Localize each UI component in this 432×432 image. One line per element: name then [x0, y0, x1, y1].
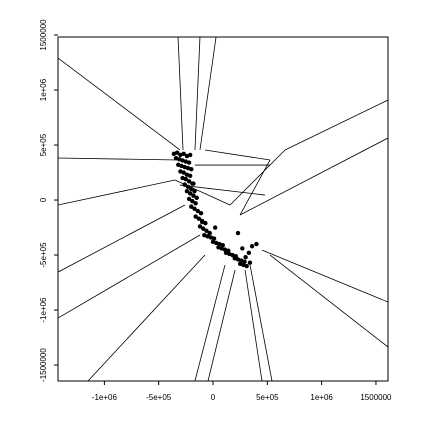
point [191, 181, 196, 186]
point [240, 246, 245, 251]
point [186, 196, 192, 202]
edge [229, 149, 286, 206]
edge [87, 254, 206, 381]
point [247, 260, 253, 265]
point [189, 204, 194, 209]
point [186, 160, 192, 165]
point [194, 195, 199, 201]
point [235, 230, 241, 236]
edge [58, 204, 186, 273]
edge [58, 157, 179, 161]
y-tick-label: -5e+05 [39, 242, 48, 268]
y-tick-label: 1500000 [39, 19, 48, 51]
edge [179, 184, 266, 196]
point [181, 170, 186, 175]
point [193, 214, 198, 219]
edge [194, 264, 226, 381]
point [196, 216, 202, 221]
edge [207, 269, 236, 381]
edge [239, 137, 388, 216]
x-tick-label: 5e+05 [256, 393, 279, 402]
x-tick-label: -1e+06 [92, 393, 118, 402]
y-tick-label: -1e+06 [39, 297, 48, 323]
edge [269, 254, 388, 348]
point [184, 189, 190, 194]
edge [244, 269, 263, 381]
x-tick-label: 1e+06 [310, 393, 333, 402]
edge [249, 264, 273, 381]
point [187, 173, 193, 179]
point [197, 224, 203, 229]
point [211, 236, 217, 241]
point [243, 255, 248, 260]
plot-area [58, 37, 388, 381]
y-tick-label: 1e+06 [39, 78, 48, 101]
point [189, 167, 194, 172]
point [186, 179, 192, 184]
point [198, 211, 204, 216]
point [212, 225, 218, 230]
point [249, 244, 255, 249]
edge [177, 37, 184, 150]
edge [194, 37, 201, 150]
x-tick-label: 1500000 [360, 393, 392, 402]
point [190, 198, 195, 204]
point [189, 186, 194, 192]
point [244, 263, 249, 269]
point [192, 206, 197, 212]
point [182, 182, 187, 187]
edge [239, 159, 271, 216]
edge [58, 57, 181, 151]
x-tick-label: -5e+05 [146, 393, 172, 402]
point [204, 228, 209, 234]
edge [261, 249, 388, 303]
point [195, 208, 200, 214]
point [201, 226, 206, 231]
point [187, 152, 193, 158]
y-tick-label: 5e+05 [39, 133, 48, 156]
point [207, 230, 212, 236]
point [242, 259, 247, 264]
point [191, 193, 196, 198]
edge [204, 149, 271, 161]
point [220, 242, 225, 248]
point [181, 151, 186, 157]
edge [58, 179, 176, 206]
point [254, 241, 259, 247]
edge [284, 99, 388, 151]
point [193, 201, 198, 206]
plot-box [57, 36, 389, 382]
point [187, 191, 193, 196]
point [174, 150, 180, 155]
x-tick-label: 0 [211, 393, 216, 402]
edge [58, 234, 201, 319]
point [183, 176, 189, 182]
y-tick-label: 0 [39, 197, 48, 202]
y-tick-label: -1500000 [39, 348, 48, 382]
point [185, 184, 191, 190]
edge [199, 37, 217, 151]
point [192, 189, 197, 194]
point [199, 219, 205, 225]
point [246, 250, 252, 256]
